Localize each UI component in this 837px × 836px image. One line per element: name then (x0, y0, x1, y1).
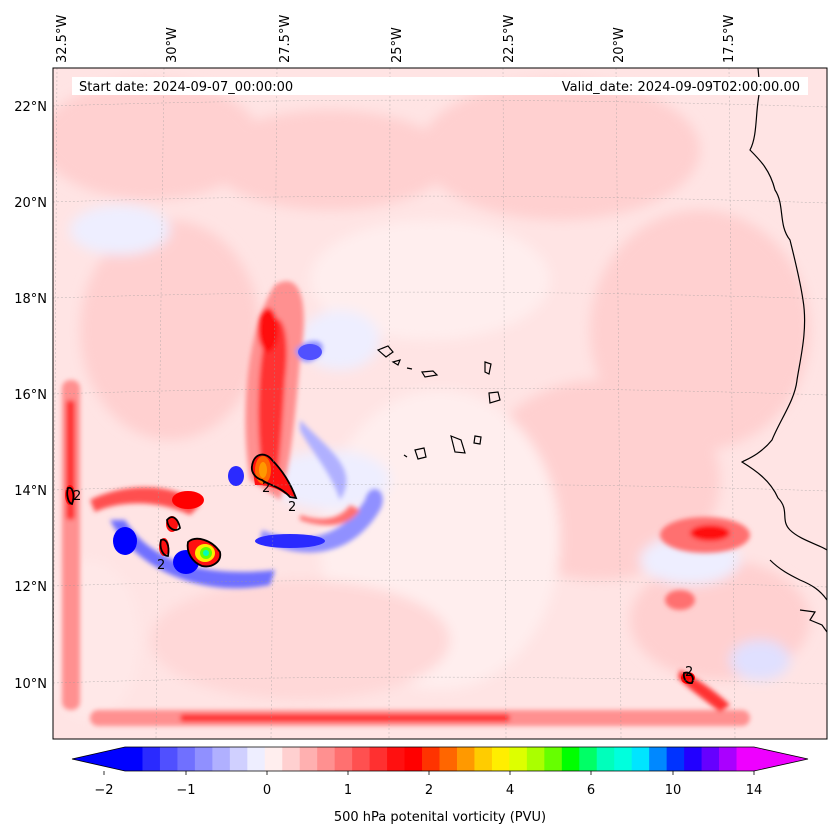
colorbar-swatch (701, 747, 720, 771)
colorbar-under-arrow (72, 747, 125, 771)
colorbar-swatch (125, 747, 143, 771)
colorbar-swatch (212, 747, 231, 771)
colorbar-swatch (561, 747, 580, 771)
latitude-label: 12°N (14, 580, 47, 595)
colorbar-swatch (194, 747, 213, 771)
colorbar-swatch (719, 747, 738, 771)
map-panel: 2 2 2 2 2 (53, 68, 827, 739)
colorbar-swatch (649, 747, 668, 771)
colorbar-swatch (509, 747, 528, 771)
colorbar-swatch (404, 747, 423, 771)
coastline-africa (740, 68, 827, 633)
longitude-label: 32.5°W (55, 15, 70, 63)
colorbar-swatch (596, 747, 615, 771)
colorbar-tick-label: 0 (263, 783, 271, 798)
colorbar-swatch (666, 747, 685, 771)
colorbar-tick-label: 4 (506, 783, 514, 798)
latitude-label: 16°N (14, 388, 47, 403)
latitude-label: 14°N (14, 484, 47, 499)
contour-label: 2 (685, 665, 693, 680)
colorbar-swatch (299, 747, 318, 771)
colorbar-title: 500 hPa potenital vorticity (PVU) (334, 810, 546, 825)
colorbar-swatch (264, 747, 283, 771)
contour-label: 2 (157, 558, 165, 573)
colorbar-swatch (736, 747, 755, 771)
colorbar-swatch (631, 747, 650, 771)
colorbar-swatch (247, 747, 266, 771)
contour-label: 2 (288, 500, 296, 515)
colorbar-tick-label: −2 (94, 783, 113, 798)
colorbar-swatch (317, 747, 336, 771)
colorbar-tick-label: −1 (176, 783, 195, 798)
colorbar-swatch (456, 747, 475, 771)
colorbar-swatch (684, 747, 703, 771)
colorbar-outline (71, 746, 809, 772)
colorbar-tick-label: 6 (587, 783, 595, 798)
colorbar-swatch (229, 747, 248, 771)
colorbar-tick-label: 14 (746, 783, 763, 798)
colorbar-tick-label: 10 (665, 783, 682, 798)
longitude-label: 25°W (390, 27, 405, 63)
map-frame (52, 67, 828, 740)
colorbar-swatch (282, 747, 301, 771)
colorbar-swatch (177, 747, 196, 771)
pv-contours-2 (66, 453, 694, 685)
colorbar-swatch (614, 747, 633, 771)
colorbar-swatch (159, 747, 178, 771)
colorbar: −2 −1 0 1 2 4 6 10 14 (71, 746, 809, 798)
longitude-label: 30°W (165, 27, 180, 63)
colorbar-swatch (491, 747, 510, 771)
header-box (72, 77, 808, 95)
latitude-label: 20°N (14, 196, 47, 211)
latitude-label: 18°N (14, 292, 47, 307)
pv-strong-cores (65, 344, 695, 684)
cape-verde-islands (376, 345, 501, 460)
pv-field-features (62, 281, 750, 726)
gridlines (53, 68, 827, 739)
colorbar-swatch (544, 747, 563, 771)
latitude-labels: 22°N 20°N 18°N 16°N 14°N 12°N 10°N (14, 100, 47, 692)
contour-labels: 2 2 2 2 2 (73, 481, 693, 680)
colorbar-tick-label: 2 (425, 783, 433, 798)
colorbar-swatch (352, 747, 371, 771)
longitude-label: 27.5°W (278, 15, 293, 63)
longitude-label: 17.5°W (722, 15, 737, 63)
colorbar-swatch (474, 747, 493, 771)
colorbar-over-arrow (754, 747, 808, 771)
colorbar-swatch (142, 747, 161, 771)
colorbar-tick-label: 1 (344, 783, 352, 798)
colorbar-swatch (526, 747, 545, 771)
colorbar-swatch (334, 747, 353, 771)
colorbar-swatch (579, 747, 598, 771)
contour-label: 2 (73, 489, 81, 504)
longitude-label: 22.5°W (502, 15, 517, 63)
longitude-labels: 32.5°W 30°W 27.5°W 25°W 22.5°W 20°W 17.5°W (55, 15, 737, 63)
colorbar-swatch (422, 747, 440, 771)
start-date-label: Start date: 2024-09-07_00:00:00 (79, 80, 293, 95)
colorbar-swatch (439, 747, 458, 771)
valid-date-label: Valid_date: 2024-09-09T02:00:00.00 (562, 80, 800, 95)
latitude-label: 22°N (14, 100, 47, 115)
colorbar-swatch (387, 747, 406, 771)
latitude-label: 10°N (14, 677, 47, 692)
contour-label: 2 (262, 481, 270, 496)
longitude-label: 20°W (612, 27, 627, 63)
colorbar-swatch (369, 747, 388, 771)
